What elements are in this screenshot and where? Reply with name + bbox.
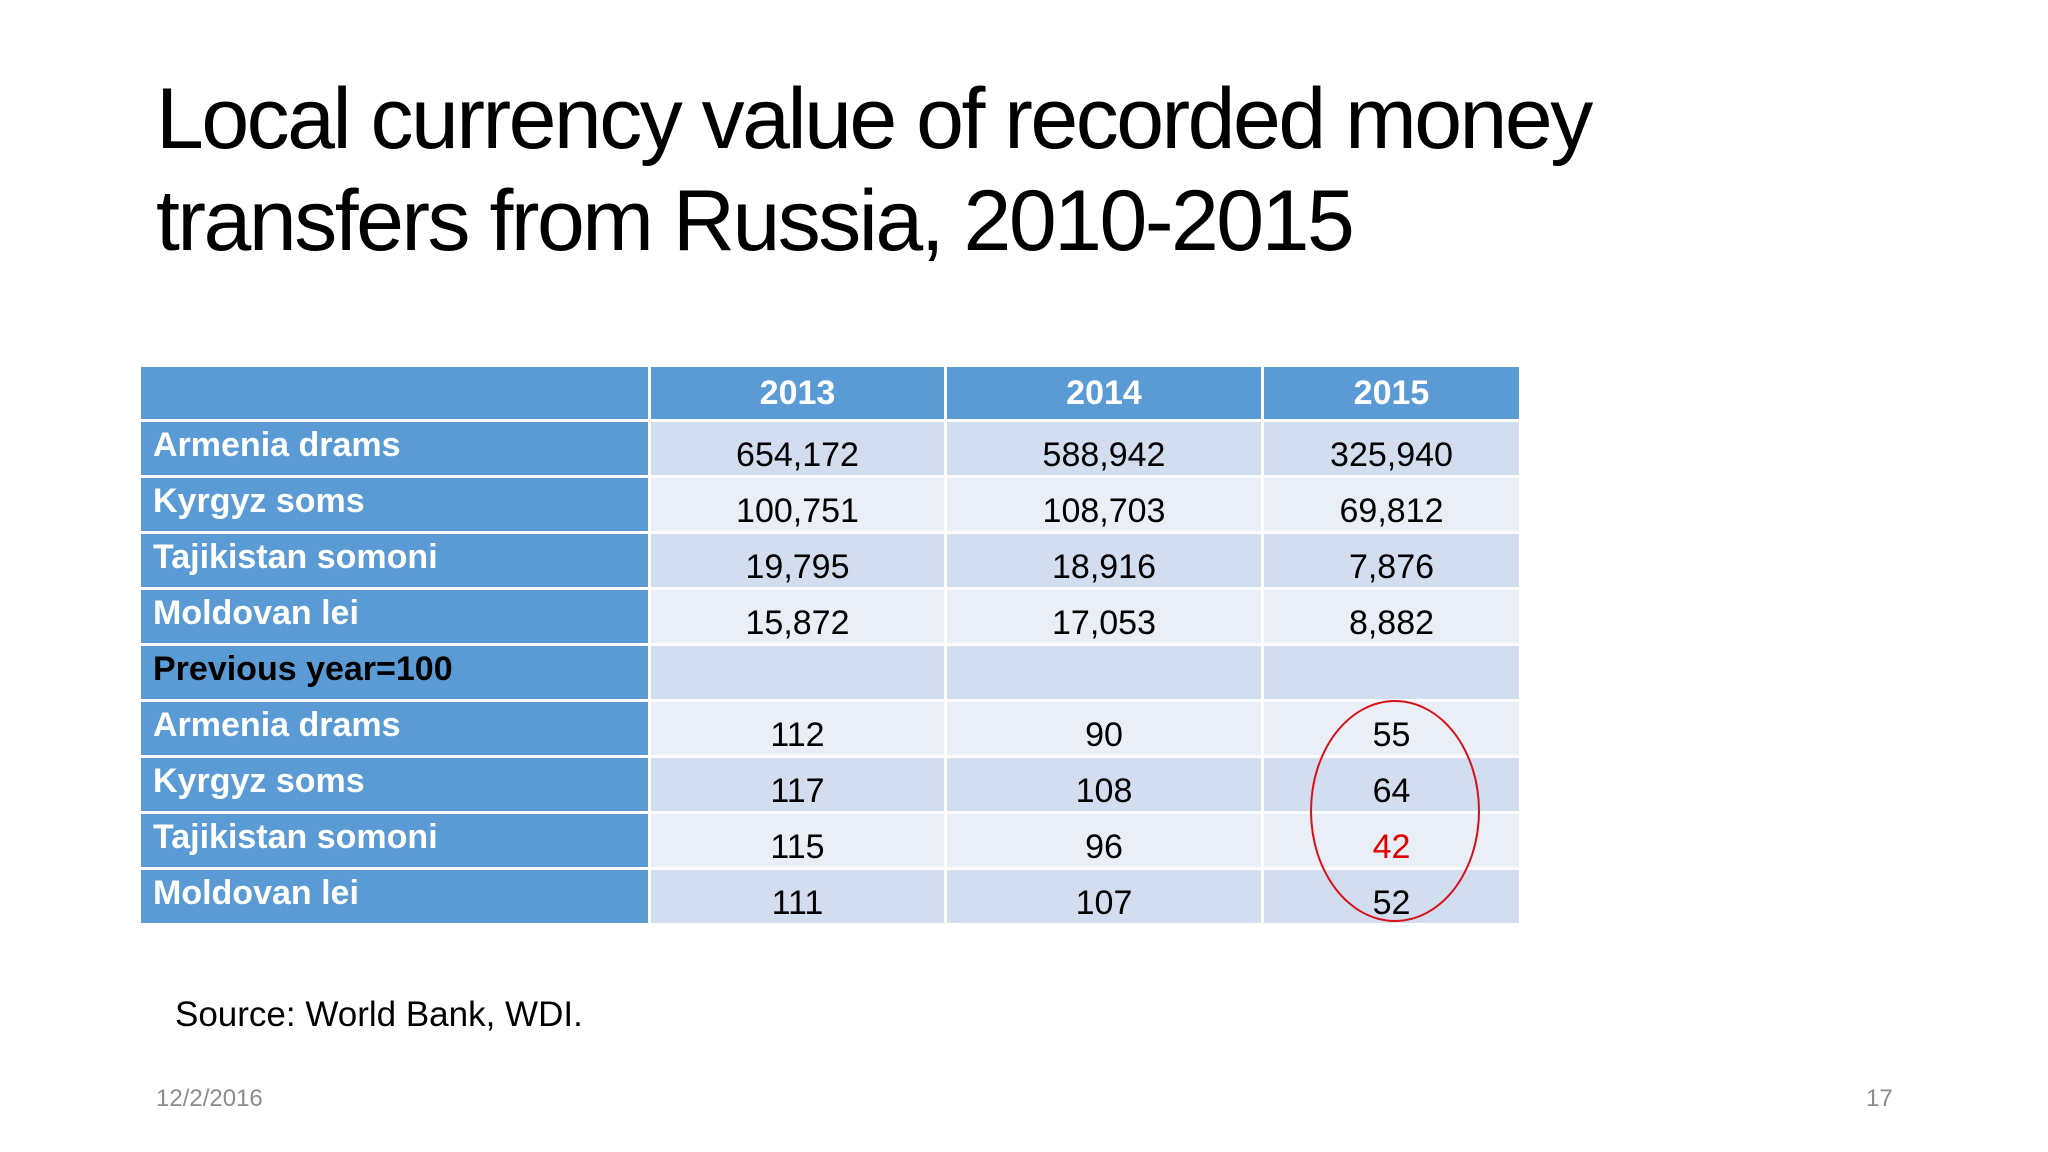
row-label: Moldovan lei bbox=[141, 590, 648, 643]
table-cell: 115 bbox=[651, 814, 944, 867]
column-header-2014: 2014 bbox=[947, 367, 1261, 419]
table-cell: 90 bbox=[947, 702, 1261, 755]
column-header-2013: 2013 bbox=[651, 367, 944, 419]
table-cell: 15,872 bbox=[651, 590, 944, 643]
table-cell: 18,916 bbox=[947, 534, 1261, 587]
table-cell: 7,876 bbox=[1264, 534, 1519, 587]
table-cell bbox=[651, 646, 944, 699]
table-cell: 111 bbox=[651, 870, 944, 923]
slide-title: Local currency value of recorded money t… bbox=[156, 68, 1756, 272]
red-circle-annotation bbox=[1310, 700, 1480, 922]
table-cell: 108 bbox=[947, 758, 1261, 811]
row-label: Tajikistan somoni bbox=[141, 534, 648, 587]
table-row: Moldovan lei 15,872 17,053 8,882 bbox=[141, 590, 1519, 643]
table-cell: 325,940 bbox=[1264, 422, 1519, 475]
source-note: Source: World Bank, WDI. bbox=[175, 995, 583, 1034]
row-label: Tajikistan somoni bbox=[141, 814, 648, 867]
slide-title-line-2: transfers from Russia, 2010-2015 bbox=[156, 173, 1355, 269]
row-label: Kyrgyz soms bbox=[141, 478, 648, 531]
table-cell: 588,942 bbox=[947, 422, 1261, 475]
table-cell: 117 bbox=[651, 758, 944, 811]
table-cell: 96 bbox=[947, 814, 1261, 867]
table-row: Tajikistan somoni 19,795 18,916 7,876 bbox=[141, 534, 1519, 587]
footer-date: 12/2/2016 bbox=[156, 1085, 263, 1112]
row-label: Armenia drams bbox=[141, 422, 648, 475]
row-label: Kyrgyz soms bbox=[141, 758, 648, 811]
slide-title-line-1: Local currency value of recorded money bbox=[156, 71, 1593, 167]
table-cell: 100,751 bbox=[651, 478, 944, 531]
table-cell: 107 bbox=[947, 870, 1261, 923]
row-label: Armenia drams bbox=[141, 702, 648, 755]
table-cell: 112 bbox=[651, 702, 944, 755]
table-cell: 654,172 bbox=[651, 422, 944, 475]
table-cell bbox=[1264, 646, 1519, 699]
table-section-row: Previous year=100 bbox=[141, 646, 1519, 699]
table-cell: 69,812 bbox=[1264, 478, 1519, 531]
section-label: Previous year=100 bbox=[141, 646, 648, 699]
column-header-label bbox=[141, 367, 648, 419]
table-cell: 17,053 bbox=[947, 590, 1261, 643]
column-header-2015: 2015 bbox=[1264, 367, 1519, 419]
remittance-table-container: 2013 2014 2015 Armenia drams 654,172 588… bbox=[141, 367, 1519, 923]
table-header-row: 2013 2014 2015 bbox=[141, 367, 1519, 419]
page-number: 17 bbox=[1866, 1085, 1893, 1112]
table-row: Armenia drams 112 90 55 bbox=[141, 702, 1519, 755]
table-cell: 19,795 bbox=[651, 534, 944, 587]
row-label: Moldovan lei bbox=[141, 870, 648, 923]
table-row: Moldovan lei 111 107 52 bbox=[141, 870, 1519, 923]
table-cell: 8,882 bbox=[1264, 590, 1519, 643]
table-cell: 108,703 bbox=[947, 478, 1261, 531]
table-row: Kyrgyz soms 100,751 108,703 69,812 bbox=[141, 478, 1519, 531]
table-row: Armenia drams 654,172 588,942 325,940 bbox=[141, 422, 1519, 475]
table-cell bbox=[947, 646, 1261, 699]
